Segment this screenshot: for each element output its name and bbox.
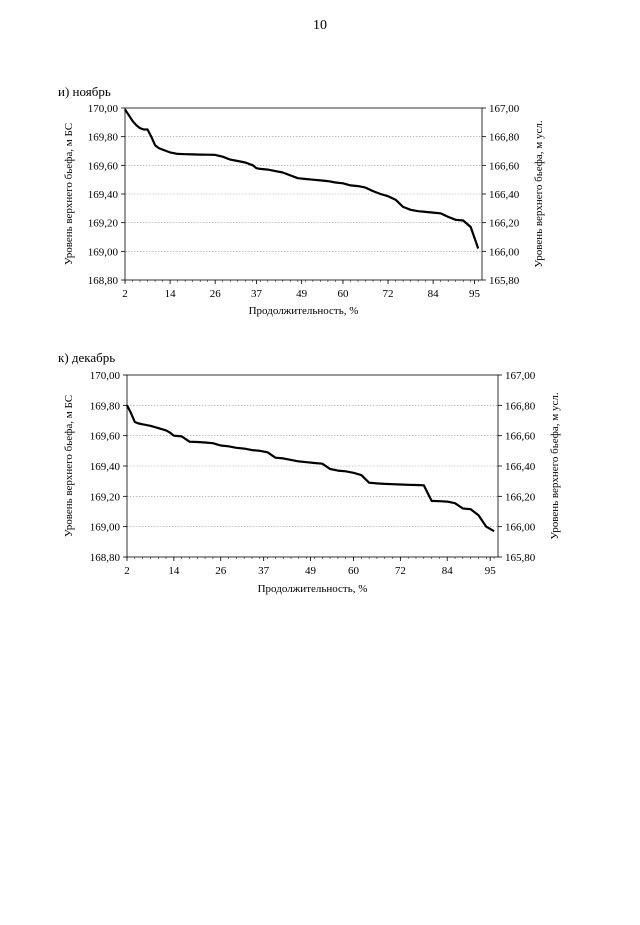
y-right-tick-label: 166,40 (505, 461, 536, 473)
y-tick-label: 169,80 (88, 132, 119, 144)
chart-title-november: и) ноябрь (58, 84, 111, 99)
page-number: 10 (313, 18, 327, 33)
series-line-0 (124, 108, 480, 249)
y-right-tick-label: 166,20 (505, 491, 536, 503)
x-tick-label: 37 (251, 288, 263, 300)
x-axis-label: Продолжительность, % (249, 305, 359, 317)
x-tick-label: 2 (124, 565, 130, 577)
chart-november: 170,00 169,80 169,60 169,40 169,20 169,00 168,… (63, 103, 545, 317)
y-right-tick-label: 166,80 (489, 132, 520, 144)
y-right-tick-label: 167,00 (489, 103, 520, 115)
y-right-tick-label: 166,60 (505, 431, 536, 443)
y-tick-label: 169,80 (90, 400, 121, 412)
y-tick-label: 170,00 (88, 103, 119, 115)
y-tick-label: 169,60 (88, 160, 119, 172)
x-tick-label: 84 (428, 288, 440, 300)
x-tick-label: 72 (395, 565, 406, 577)
y-right-tick-label: 166,60 (489, 160, 520, 172)
y-right-tick-label: 165,80 (489, 275, 520, 287)
x-tick-label: 60 (337, 288, 349, 300)
y-axis-label-right: Уровень верхнего бьефа, м усл. (533, 120, 545, 267)
x-tick-label: 37 (258, 565, 270, 577)
y-right-tick-label: 166,00 (505, 522, 536, 534)
y-tick-label: 169,60 (90, 431, 121, 443)
x-tick-label: 84 (442, 565, 454, 577)
y-tick-label: 168,80 (90, 552, 121, 564)
x-axis-label: Продолжительность, % (258, 583, 368, 595)
chart-december: 170,00 169,80 169,60 169,40 169,20 169,00 168,… (63, 370, 561, 595)
x-tick-label: 95 (485, 565, 497, 577)
y-tick-label: 169,00 (90, 522, 121, 534)
x-tick-label: 2 (122, 288, 128, 300)
y-tick-label: 170,00 (90, 370, 121, 382)
y-axis-label-right: Уровень верхнего бьефа, м усл. (549, 392, 561, 539)
y-right-tick-label: 166,40 (489, 189, 520, 201)
y-right-tick-label: 166,20 (489, 218, 520, 230)
y-tick-label: 168,80 (88, 275, 119, 287)
x-tick-label: 14 (165, 288, 177, 300)
x-tick-label: 26 (210, 288, 222, 300)
y-tick-label: 169,00 (88, 246, 119, 258)
y-right-tick-label: 166,80 (505, 400, 536, 412)
y-tick-label: 169,20 (88, 218, 119, 230)
x-tick-label: 26 (215, 565, 227, 577)
y-axis-label-left: Уровень верхнего бьефа, м БС (63, 123, 75, 265)
x-tick-label: 95 (469, 288, 481, 300)
x-tick-label: 14 (168, 565, 180, 577)
y-right-tick-label: 167,00 (505, 370, 536, 382)
y-tick-label: 169,40 (90, 461, 121, 473)
x-tick-label: 72 (383, 288, 394, 300)
x-tick-label: 60 (348, 565, 360, 577)
y-right-tick-label: 166,00 (489, 246, 520, 258)
x-tick-label: 49 (296, 288, 308, 300)
y-tick-label: 169,20 (90, 491, 121, 503)
x-tick-label: 49 (305, 565, 317, 577)
y-right-tick-label: 165,80 (505, 552, 536, 564)
series-line-0 (126, 404, 495, 533)
y-axis-label-left: Уровень верхнего бьефа, м БС (63, 395, 75, 537)
chart-title-december: к) декабрь (58, 350, 116, 365)
y-tick-label: 169,40 (88, 189, 119, 201)
